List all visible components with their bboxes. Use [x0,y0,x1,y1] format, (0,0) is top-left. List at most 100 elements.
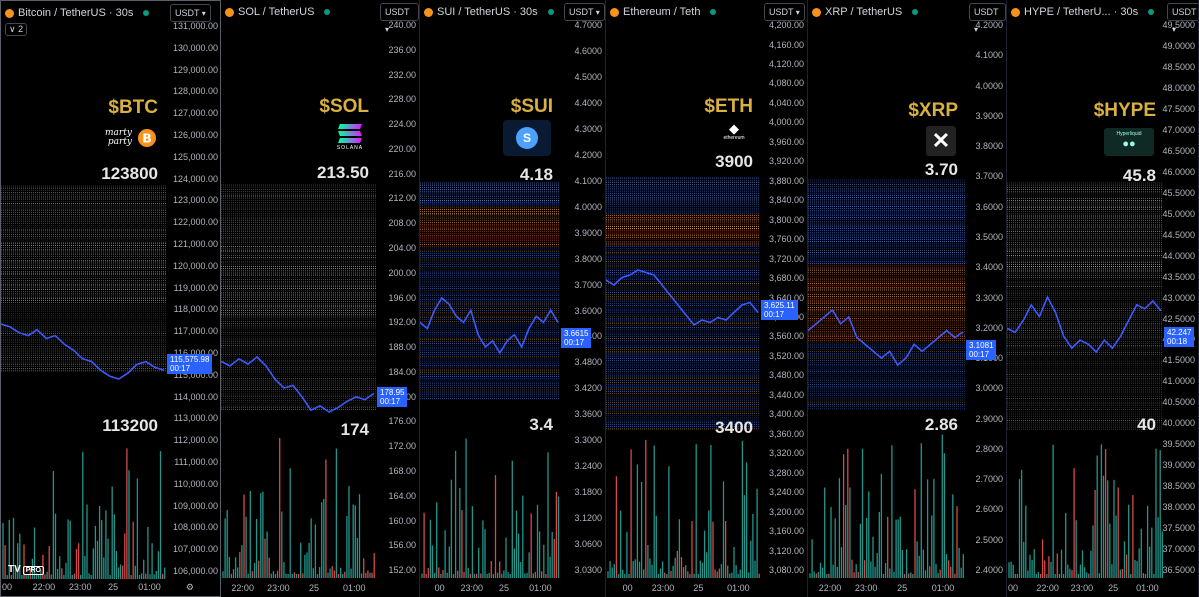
price-line [1007,295,1162,354]
coin-logo: S [503,120,551,156]
price-tick: 111,000.00 [174,457,218,467]
coin-logo: ◆ ethereum [723,121,745,141]
symbol-title[interactable]: SUI / TetherUS · 30s [424,4,554,20]
lower-level-label: 3.4 [529,415,553,434]
price-tick: 41.5000 [1162,355,1195,366]
price-tick: 212.00 [388,193,416,204]
symbol-title[interactable]: Ethereum / Teth [610,4,717,20]
liquidity-heatmap [221,184,376,578]
price-tick: 46.0000 [1162,166,1195,177]
price-axis[interactable]: 131,000.00 130,000.00 129,000.00 128,000.00… [166,1,220,581]
price-tick: 3.3000 [574,435,602,446]
price-tick: 40.0000 [1162,418,1195,429]
last-price-label: 178.95 00:17 [377,387,408,407]
price-tick: 2.4000 [975,565,1003,575]
time-axis[interactable]: 22:00 23:00 25 01:00 [221,580,376,597]
time-axis[interactable]: 00 22:00 23:00 25 01:00 [1,579,166,596]
quote-currency-select[interactable]: USDT [764,3,805,21]
price-tick: 2.9000 [975,413,1003,424]
symbol-title[interactable]: Bitcoin / TetherUS · 30s [5,5,150,21]
price-tick: 4,200.00 [768,20,804,30]
live-status-dot [1148,9,1155,15]
price-tick: 119,000.00 [173,282,218,293]
price-tick: 121,000.00 [172,239,218,249]
symbol-label: $BTC [108,97,158,118]
quote-currency-select[interactable]: USDT [170,4,211,22]
price-tick: 3.6000 [975,201,1003,212]
price-tick: 3,240.00 [768,487,804,498]
time-axis[interactable]: 00 23:00 25 01:00 [420,580,560,597]
time-tick: 22:00 [1036,583,1059,593]
symbol-label: $ETH [704,96,753,117]
chart-panel-sui[interactable]: SUI / TetherUS · 30s USDT $SUI S 4.18 3.4 4.70… [420,0,606,597]
upper-level-label: 3.70 [924,160,958,179]
time-axis[interactable]: 22:00 23:00 25 01:00 [808,580,965,597]
lower-level-label: 2.86 [924,415,958,434]
chart-panel-eth[interactable]: Ethereum / Teth USDT $ETH ◆ethereum 3900 3400… [606,0,808,597]
symbol-label: $SOL [319,96,369,117]
price-tick: 3.7000 [574,279,602,290]
last-price-label: 42.247 00:18 [1164,327,1195,347]
price-line [221,355,375,413]
liquidity-heatmap [420,182,560,578]
quote-currency-select[interactable]: USDT [969,3,1006,21]
live-status-dot [143,10,150,16]
symbol-title[interactable]: SOL / TetherUS [225,4,331,20]
price-line [1,323,165,380]
collapse-toggle[interactable]: ∨ 2 [5,23,28,36]
quote-currency-select[interactable]: USDT [564,3,605,21]
time-tick: 00 [622,583,633,593]
price-tick: 3.0300 [574,565,602,575]
chart-panel-btc[interactable]: Bitcoin / TetherUS · 30s USDT ∨ 2 $BTC marty… [0,0,221,597]
chart-panel-hype[interactable]: HYPE / TetherU... · 30s USDT $HYPE Hyperliq… [1007,0,1199,597]
price-tick: 47.5000 [1162,103,1195,114]
tradingview-logo[interactable]: TV PRO [8,564,44,575]
time-tick: 01:00 [1136,583,1159,593]
time-tick: 00 [1007,583,1019,593]
time-tick: 25 [108,582,119,592]
price-tick: 3.0000 [975,383,1003,394]
price-axis[interactable]: 4,200.00 4,160.00 4,120.00 4,080.00 4,040.00… [760,0,807,580]
price-tick: 38.0000 [1162,502,1195,513]
price-tick: 4.3000 [574,123,602,134]
price-tick: 3,160.00 [768,526,804,537]
quote-currency-select[interactable]: USDT [1167,3,1198,21]
price-axis[interactable]: 240.00 236.00 232.00 228.00 224.00 220.00 216.… [376,0,419,580]
chart-settings-icon[interactable]: ⚙ [185,582,194,592]
symbol-title[interactable]: HYPE / TetherU... · 30s [1011,4,1155,20]
price-tick: 3.8000 [574,253,602,264]
price-tick: 3,760.00 [768,234,804,245]
price-tick: 2.5000 [975,534,1003,545]
chart-panel-xrp[interactable]: XRP / TetherUS USDT $XRP ✕ 3.70 2.86 4.2000 4.1… [808,0,1007,597]
price-tick: 3,320.00 [768,448,804,459]
time-tick: 23:00 [1070,583,1094,593]
price-tick: 216.00 [388,168,416,179]
price-tick: 236.00 [388,44,416,55]
last-price-label: 115,575.98 00:17 [167,354,213,374]
chart-panel-sol[interactable]: SOL / TetherUS USDT $SOL SOLANA 213.50 174 240… [221,0,420,597]
price-tick: 4,040.00 [768,97,804,108]
price-tick: 164.00 [388,490,416,501]
price-tick: 43.5000 [1162,271,1195,282]
price-axis[interactable]: 4.2000 4.1000 4.0000 3.9000 3.8000 3.7000 3.60… [965,0,1006,580]
price-tick: 47.0000 [1162,124,1195,135]
price-tick: 160.00 [388,515,416,526]
live-status-dot [547,9,554,15]
symbol-title[interactable]: XRP / TetherUS [812,4,919,20]
price-tick: 2.7000 [975,474,1003,485]
price-tick: 128,000.00 [172,86,218,97]
price-tick: 4.1000 [975,50,1003,61]
price-tick: 232.00 [388,69,416,80]
price-tick: 152.00 [388,565,416,575]
price-tick: 110,000.00 [173,478,218,489]
price-axis[interactable]: 49.5000 49.0000 48.5000 48.0000 47.5000 47.00… [1162,0,1198,580]
time-axis[interactable]: 00 23:00 25 01:00 [606,580,760,597]
price-axis[interactable]: 4.7000 4.6000 4.5000 4.4000 4.3000 4.2000 4.10… [560,0,605,580]
price-tick: 3,800.00 [768,214,804,225]
price-tick: 42.5000 [1162,313,1195,324]
time-axis[interactable]: 00 22:00 23:00 25 01:00 [1007,580,1163,597]
price-tick: 4.5000 [574,71,602,82]
price-tick: 3,080.00 [768,565,804,575]
coin-icon [1011,7,1020,17]
quote-currency-select[interactable]: USDT [380,3,419,21]
